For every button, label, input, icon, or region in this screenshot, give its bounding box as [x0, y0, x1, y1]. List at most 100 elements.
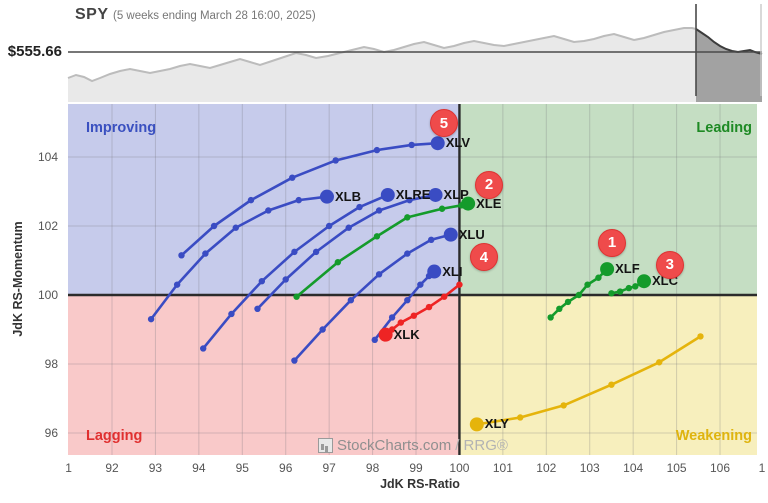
rank-badge-2: 2	[475, 170, 504, 199]
trail-dot-xlb	[173, 281, 181, 288]
trail-dot-xle	[404, 214, 411, 221]
y-tick-98: 98	[44, 357, 58, 371]
trail-dot-xlu	[347, 296, 355, 304]
sector-dot-xly	[469, 417, 484, 432]
trail-dot-xlb	[295, 196, 302, 204]
trail-line-xly	[475, 335, 702, 426]
sector-label-xli: XLI	[442, 263, 463, 279]
y-tick-102: 102	[37, 219, 58, 233]
x-tick-92: 92	[105, 461, 119, 475]
trail-dot-xlf	[564, 298, 572, 306]
trail-dot-xlre	[258, 278, 266, 285]
trail-dot-xlv	[247, 196, 255, 204]
watermark: StockCharts.com / RRG®	[318, 437, 508, 454]
trail-dot-xlv	[332, 157, 339, 164]
sector-label-xlb: XLB	[334, 188, 361, 204]
x-tick-95: 95	[235, 461, 249, 475]
rank-badge-1: 1	[598, 228, 626, 257]
trail-dot-xlp	[282, 276, 289, 283]
y-tick-104: 104	[37, 150, 58, 164]
trail-dot-xlre	[325, 222, 333, 230]
watermark-suffix: / RRG®	[455, 437, 508, 454]
sector-label-xlre: XLRE	[395, 186, 431, 202]
trail-dot-xlf	[584, 281, 591, 288]
sector-dot-xli	[427, 264, 442, 279]
trail-dot-xlk	[441, 293, 448, 300]
rank-badge-4: 4	[469, 243, 498, 271]
x-tick-102: 102	[536, 461, 557, 475]
quadrant-label-weakening: Weakening	[675, 428, 752, 444]
trail-dot-xlb	[202, 250, 209, 257]
trail-dot-xlk	[456, 281, 463, 288]
trail-line-xlv	[180, 141, 440, 257]
trail-dot-xlre	[228, 310, 235, 318]
sector-dot-xlf	[600, 262, 615, 277]
trail-dot-xlf	[575, 291, 583, 299]
rank-badge-5: 5	[429, 109, 458, 138]
spy-line-highlight	[695, 28, 763, 55]
trail-dot-xlp	[254, 305, 261, 312]
watermark-text: StockCharts.com	[337, 437, 452, 454]
trail-dot-xlc	[632, 283, 639, 290]
trail-dot-xlk	[410, 312, 418, 319]
trail-dot-xli	[371, 336, 378, 344]
trail-dot-xlu	[319, 326, 326, 333]
x-tick-103: 103	[579, 461, 600, 475]
trail-dot-xlf	[556, 305, 563, 312]
trail-dot-xly	[656, 359, 663, 366]
trail-dot-xlre	[356, 203, 363, 211]
trail-dot-xly	[608, 381, 615, 388]
trail-dot-xle	[438, 205, 446, 212]
x-tick-94: 94	[192, 461, 206, 475]
price-label: $555.66	[7, 43, 62, 60]
sector-dot-xle	[461, 196, 476, 211]
trail-dot-xlf	[547, 314, 554, 321]
trail-dot-xlre	[200, 345, 207, 352]
y-tick-100: 100	[37, 288, 58, 302]
trail-dot-xlv	[373, 146, 381, 154]
quadrant-label-lagging: Lagging	[86, 428, 143, 444]
sector-label-xlk: XLK	[393, 326, 420, 342]
trail-dot-xlp	[375, 207, 383, 214]
trail-dot-xlp	[406, 196, 413, 204]
trail-dot-xlb	[232, 224, 239, 231]
x-tick-100: 100	[449, 461, 470, 475]
trail-dot-xlc	[608, 290, 615, 297]
trail-dot-xlv	[178, 252, 185, 259]
x-tick-93: 93	[148, 461, 163, 475]
chart-subtitle: (5 weeks ending March 28 16:00, 2025)	[113, 10, 316, 22]
trail-dot-xlv	[289, 174, 296, 181]
quadrant-label-leading: Leading	[696, 120, 752, 136]
rank-badge-3: 3	[655, 250, 684, 279]
stockcharts-logo-icon	[318, 438, 333, 453]
sector-label-xly: XLY	[484, 416, 509, 432]
x-tick-107: 1	[758, 461, 766, 475]
trail-dot-xlf	[595, 274, 602, 281]
trail-dot-xlu	[291, 357, 298, 364]
trail-dot-xlre	[291, 248, 298, 256]
trail-dot-xlb	[265, 207, 272, 214]
sector-dot-xlu	[443, 227, 458, 242]
trail-dot-xlv	[210, 222, 218, 230]
sector-label-xlv: XLV	[445, 135, 471, 151]
quadrant-label-improving: Improving	[86, 120, 157, 136]
trail-dot-xlu	[428, 236, 435, 243]
x-tick-99: 99	[409, 461, 423, 475]
x-tick-98: 98	[365, 461, 380, 475]
trail-dot-xlv	[408, 141, 415, 149]
sector-dot-xlb	[319, 189, 334, 204]
x-tick-104: 104	[623, 461, 644, 475]
x-tick-106: 106	[710, 461, 731, 475]
x-tick-96: 96	[279, 461, 293, 475]
trail-dot-xli	[404, 296, 411, 304]
spy-area-light	[68, 28, 696, 102]
trail-dot-xlp	[312, 248, 320, 256]
sector-label-xle: XLE	[476, 195, 502, 211]
y-axis-title: JdK RS-Momentum	[11, 221, 25, 337]
spy-area-highlight	[696, 29, 762, 102]
trail-dot-xlc	[616, 288, 624, 295]
x-tick-97: 97	[322, 461, 336, 475]
x-axis-title: JdK RS-Ratio	[380, 477, 460, 491]
